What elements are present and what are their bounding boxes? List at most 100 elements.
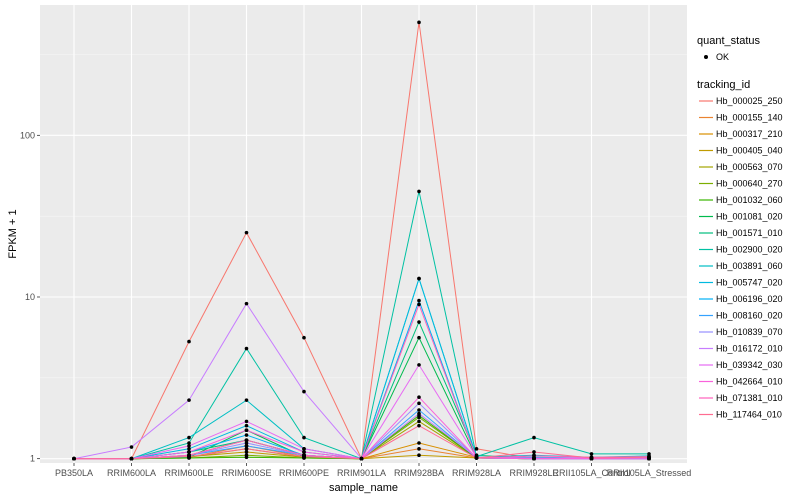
data-point (244, 441, 249, 445)
data-point (244, 423, 249, 428)
data-point (244, 301, 249, 306)
data-point (417, 363, 421, 367)
legend-quant-status: quant_status OK (697, 35, 760, 62)
data-point (187, 450, 191, 454)
data-point (417, 276, 421, 281)
y-tick-label: 100 (20, 130, 35, 140)
data-point (129, 456, 134, 461)
legend-label: Hb_006196_020 (716, 294, 783, 304)
legend-label: Hb_001571_010 (716, 228, 783, 238)
legend-label: Hb_000155_140 (716, 113, 783, 123)
y-axis: 1 10 100 (20, 130, 40, 464)
data-point (244, 419, 249, 424)
data-points (72, 20, 651, 461)
legend-label: Hb_000640_270 (716, 179, 783, 189)
data-point (417, 335, 421, 340)
data-point (187, 444, 191, 448)
data-point (417, 395, 421, 399)
y-tick-label: 10 (25, 292, 35, 302)
y-axis-title: FPKM + 1 (7, 209, 19, 258)
data-point (302, 447, 306, 451)
data-point (302, 435, 306, 440)
data-point (417, 411, 421, 416)
legend-quant-title: quant_status (697, 35, 760, 47)
data-point (417, 453, 421, 458)
legend-label: Hb_010839_070 (716, 327, 783, 337)
data-point (302, 389, 306, 394)
legend-label: Hb_042664_010 (716, 377, 783, 387)
data-point (244, 346, 249, 351)
data-point (187, 339, 191, 344)
data-point (417, 447, 421, 451)
legend-ok-marker (704, 55, 708, 59)
data-point (474, 447, 479, 451)
data-point (417, 423, 421, 428)
x-tick-label: RRII105LA_Control (552, 468, 630, 478)
y-tick-label: 1 (30, 454, 35, 464)
data-point (187, 435, 191, 440)
legend-ok-label: OK (716, 52, 729, 62)
gridlines (40, 5, 687, 463)
legend-label: Hb_001081_020 (716, 212, 783, 222)
data-point (532, 435, 536, 440)
x-tick-label: RRIM928LA (452, 468, 501, 478)
legend-label: Hb_008160_020 (716, 311, 783, 321)
data-point (244, 450, 249, 454)
data-point (244, 230, 249, 235)
legend-label: Hb_000025_250 (716, 96, 783, 106)
legend-label: Hb_071381_010 (716, 393, 783, 403)
data-point (417, 320, 421, 324)
data-point (244, 455, 249, 460)
panel-background (40, 5, 687, 463)
data-point (532, 450, 536, 454)
x-tick-label: RRIM600LE (164, 468, 213, 478)
data-point (417, 441, 421, 445)
data-point (532, 456, 536, 461)
data-point (417, 298, 421, 303)
legend-label: Hb_039342_030 (716, 360, 783, 370)
data-point (474, 456, 479, 460)
data-point (302, 335, 306, 340)
x-axis-title: sample_name (329, 482, 398, 494)
data-point (72, 456, 76, 461)
data-point (417, 302, 421, 307)
data-point (244, 428, 249, 432)
data-point (417, 401, 421, 406)
x-tick-label: RRIM928LE (509, 468, 558, 478)
data-point (532, 454, 536, 458)
data-point (417, 419, 421, 424)
x-tick-label: RRIM600PE (279, 468, 329, 478)
legend-label: Hb_002900_020 (716, 245, 783, 255)
legend-tracking-id: tracking_id Hb_000025_250 Hb_000155_140 Hb… (697, 79, 783, 420)
data-point (417, 408, 421, 412)
x-tick-label: RRIM901LA (337, 468, 386, 478)
legend-label: Hb_117464_010 (716, 410, 782, 420)
data-point (244, 433, 249, 437)
data-point (647, 455, 651, 460)
data-point (302, 454, 306, 459)
data-point (589, 452, 594, 456)
legend-label: Hb_016172_010 (716, 344, 783, 354)
data-point (359, 456, 364, 461)
legend-label: Hb_001032_060 (716, 195, 783, 205)
data-point (244, 438, 249, 443)
legend-label: Hb_000317_210 (716, 129, 783, 139)
data-point (187, 441, 191, 445)
data-point (417, 20, 421, 25)
x-tick-label: RRIM928BA (394, 468, 444, 478)
data-point (129, 445, 134, 449)
x-axis: PB350LA RRIM600LA RRIM600LE RRIM600SE RRIM60… (55, 463, 691, 478)
legend-label: Hb_005747_020 (716, 278, 783, 288)
legend-label: Hb_000405_040 (716, 146, 783, 156)
x-tick-label: PB350LA (55, 468, 93, 478)
data-point (187, 398, 191, 402)
x-tick-label: RRII105LA_Stressed (607, 468, 692, 478)
data-point (187, 447, 191, 451)
legend-label: Hb_000563_070 (716, 162, 783, 172)
data-point (244, 447, 249, 451)
data-point (417, 189, 421, 194)
data-point (302, 450, 306, 454)
legend-tracking-title: tracking_id (697, 79, 750, 91)
x-tick-label: RRIM600LA (107, 468, 156, 478)
